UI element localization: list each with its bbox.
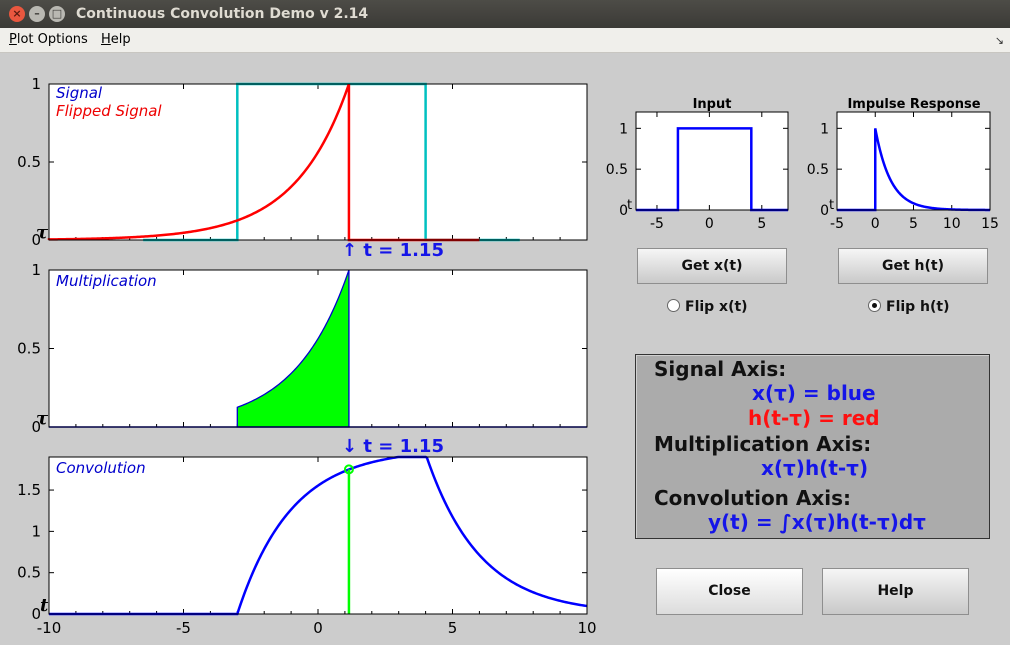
get-x-button[interactable]: Get x(t) bbox=[637, 248, 787, 284]
legend-flipped-signal: Flipped Signal bbox=[56, 102, 162, 120]
axis-legend-panel: Signal Axis: x(τ) = blue h(t-τ) = red Mu… bbox=[635, 354, 990, 539]
input-plot-area bbox=[636, 112, 788, 210]
legend-conv-expr: y(t) = ∫x(τ)h(t-τ)dτ bbox=[708, 510, 926, 534]
multiplication-ytick-label: 0.5 bbox=[17, 340, 41, 358]
multiplication-t-readout: ↓ t = 1.15 bbox=[342, 436, 444, 457]
impulse-response-axes[interactable]: 00.51-5 0 5 10 15 bbox=[807, 111, 999, 232]
help-button[interactable]: Help bbox=[822, 568, 969, 615]
title-bar: × – □ Continuous Convolution Demo v 2.14 bbox=[0, 0, 1010, 28]
input-ytick-label: 0 bbox=[619, 203, 628, 219]
impulse-ytick-label: 1 bbox=[820, 121, 829, 137]
input-ytick-label: 1 bbox=[619, 121, 628, 137]
input-title: Input bbox=[693, 97, 732, 112]
impulse-frame bbox=[836, 111, 991, 211]
convolution-time-marker-point bbox=[343, 464, 354, 475]
input-frame bbox=[635, 111, 789, 211]
legend-convolution: Convolution bbox=[56, 459, 146, 477]
window-title: Continuous Convolution Demo v 2.14 bbox=[76, 6, 369, 22]
menu-plot-options-rest: lot Options bbox=[16, 32, 88, 47]
legend-signal-heading: Signal Axis: bbox=[654, 357, 787, 381]
convolution-xtick-label: 0 bbox=[313, 619, 323, 637]
menu-plot-options-mnemonic: P bbox=[9, 32, 17, 47]
convolution-ytick-label: 1 bbox=[31, 522, 41, 540]
convolution-ytick-label: 1.5 bbox=[17, 481, 41, 499]
impulse-xtick-label: 15 bbox=[981, 216, 999, 232]
legend-signal: Signal bbox=[56, 84, 103, 102]
impulse-plot-area bbox=[837, 112, 990, 210]
impulse-xtick-label: 5 bbox=[909, 216, 918, 232]
signal-frame bbox=[48, 83, 588, 241]
input-ytick-label: 0.5 bbox=[606, 162, 628, 178]
impulse-xtick-label: 0 bbox=[871, 216, 880, 232]
legend-mult-expr: x(τ)h(t-τ) bbox=[761, 456, 869, 480]
get-h-button[interactable]: Get h(t) bbox=[838, 248, 988, 284]
signal-plot-area bbox=[49, 84, 587, 240]
signal-ytick-label: 1 bbox=[31, 75, 41, 93]
convolution-ytick-label: 0.5 bbox=[17, 564, 41, 582]
window-maximize-icon[interactable]: □ bbox=[49, 6, 65, 22]
input-xtick-label: 0 bbox=[705, 216, 714, 232]
convolution-xtick-label: -10 bbox=[37, 619, 62, 637]
convolution-plot-area bbox=[49, 457, 587, 614]
signal-tau-marker: τ bbox=[36, 222, 49, 243]
multiplication-ytick-label: 1 bbox=[31, 261, 41, 279]
menu-help[interactable]: Help bbox=[101, 28, 131, 52]
input-xtick-label: -5 bbox=[650, 216, 664, 232]
impulse-t-marker: t bbox=[829, 198, 834, 213]
flipped-signal-trace bbox=[47, 83, 480, 242]
convolution-axes[interactable]: 0 0.5 1 1.5 -10 -5 0 5 10 bbox=[17, 455, 597, 637]
signal-axes[interactable]: 00.51 bbox=[17, 75, 588, 249]
multiplication-area bbox=[236, 269, 350, 428]
multiplication-ytick-label: 0 bbox=[31, 418, 41, 436]
menu-bar: Plot Options Help ↘ bbox=[0, 28, 1010, 53]
convolution-xtick-label: 10 bbox=[577, 619, 596, 637]
flip-x-label: Flip x(t) bbox=[685, 299, 748, 315]
impulse-xtick-label: -5 bbox=[830, 216, 844, 232]
legend-multiplication: Multiplication bbox=[56, 272, 157, 290]
input-t-marker: t bbox=[627, 198, 632, 213]
multiplication-tau-marker: τ bbox=[36, 408, 49, 429]
menu-help-rest: elp bbox=[110, 32, 131, 47]
convolution-t-marker: t bbox=[40, 595, 49, 616]
input-xtick-label: 5 bbox=[757, 216, 766, 232]
legend-conv-heading: Convolution Axis: bbox=[654, 486, 852, 510]
menu-help-mnemonic: H bbox=[101, 32, 111, 47]
signal-ytick-label: 0.5 bbox=[17, 153, 41, 171]
impulse-xtick-label: 10 bbox=[943, 216, 961, 232]
flip-h-label: Flip h(t) bbox=[886, 299, 950, 315]
impulse-ytick-label: 0 bbox=[820, 203, 829, 219]
impulse-ytick-label: 0.5 bbox=[807, 162, 829, 178]
convolution-xtick-label: 5 bbox=[448, 619, 458, 637]
flip-x-radio-indicator[interactable] bbox=[667, 299, 680, 312]
legend-mult-heading: Multiplication Axis: bbox=[654, 432, 872, 456]
window-close-icon[interactable]: × bbox=[9, 6, 25, 22]
input-axes[interactable]: 0 0.5 1 -5 0 5 bbox=[606, 111, 789, 232]
menu-plot-options[interactable]: Plot Options bbox=[9, 28, 88, 52]
multiplication-axes[interactable]: 00.51 bbox=[17, 261, 588, 436]
legend-h-red: h(t-τ) = red bbox=[748, 406, 880, 430]
signal-ytick-label: 0 bbox=[31, 231, 41, 249]
legend-x-blue: x(τ) = blue bbox=[752, 381, 876, 405]
flip-x-radio[interactable]: Flip x(t) bbox=[667, 299, 748, 315]
menu-overflow-icon[interactable]: ↘ bbox=[994, 34, 1004, 47]
convolution-xtick-label: -5 bbox=[176, 619, 191, 637]
convolution-frame bbox=[48, 456, 588, 615]
impulse-title: Impulse Response bbox=[847, 97, 980, 112]
signal-t-readout: ↑ t = 1.15 bbox=[342, 240, 444, 261]
close-button[interactable]: Close bbox=[656, 568, 803, 615]
window-minimize-icon[interactable]: – bbox=[29, 6, 45, 22]
flip-h-radio-indicator[interactable] bbox=[868, 299, 881, 312]
multiplication-frame bbox=[48, 269, 588, 428]
flip-h-radio[interactable]: Flip h(t) bbox=[868, 299, 950, 315]
convolution-ytick-label: 0 bbox=[31, 605, 41, 623]
